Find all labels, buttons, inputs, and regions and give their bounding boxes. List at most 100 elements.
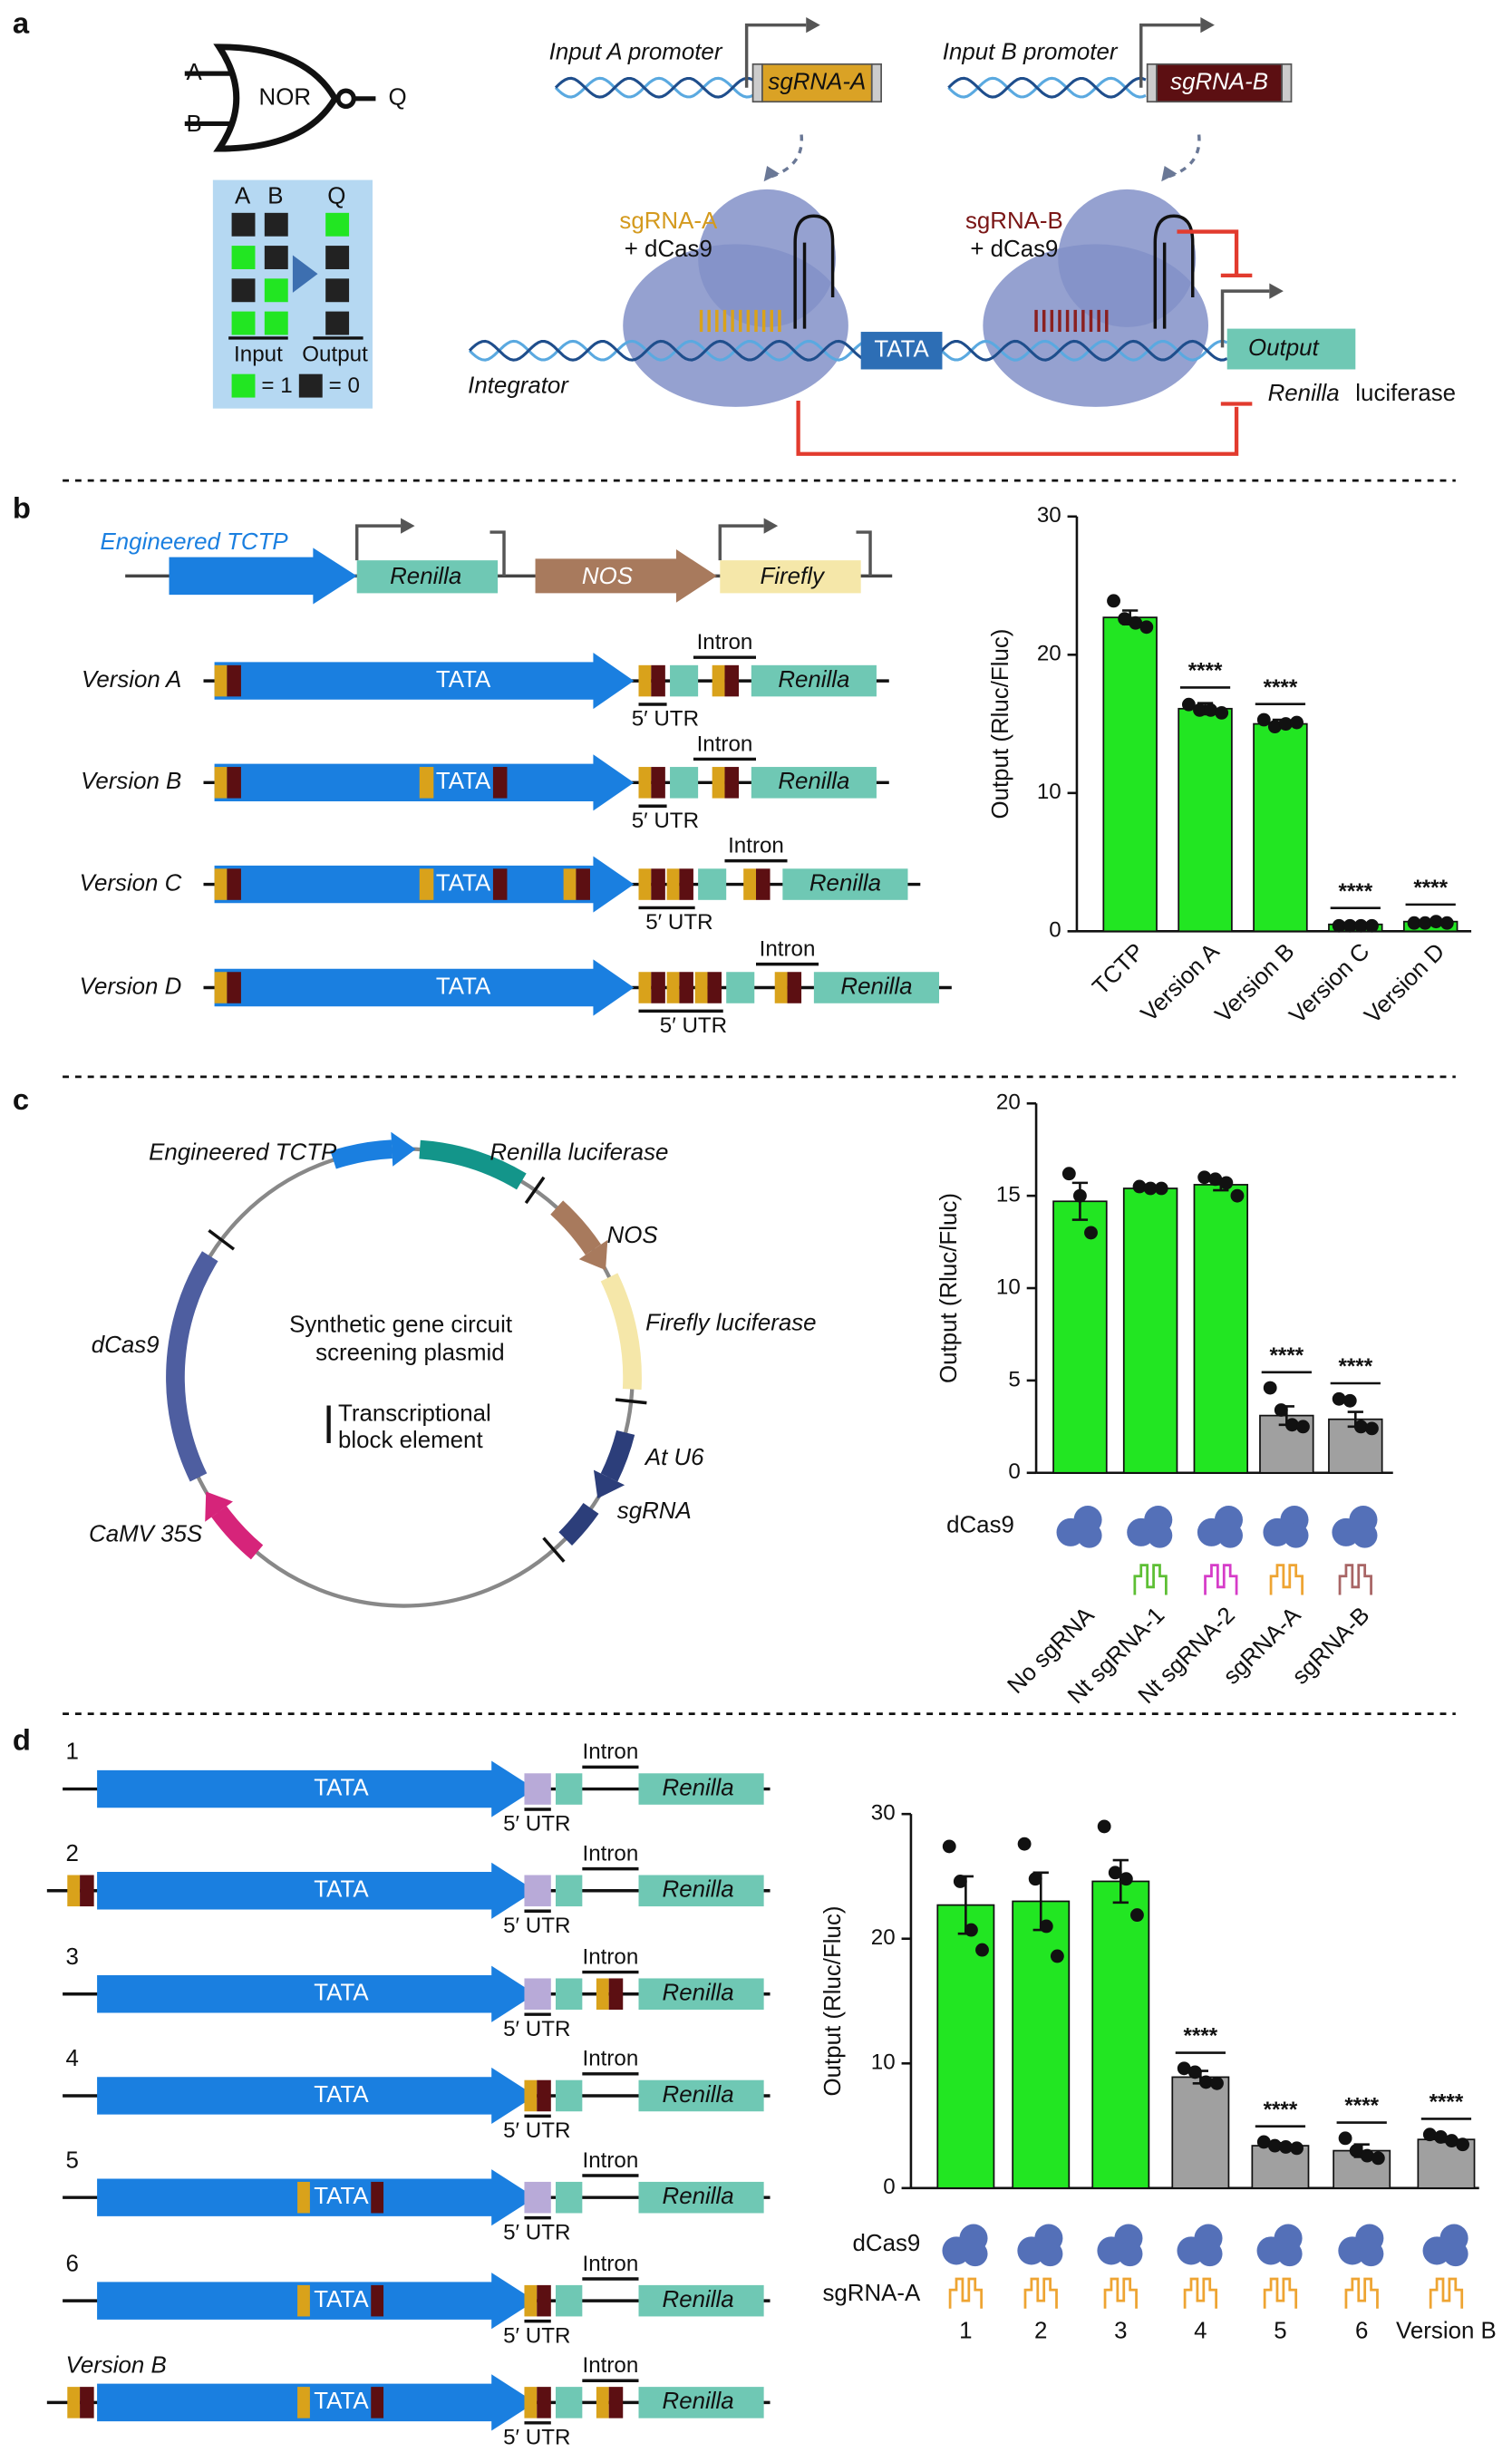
repression-line — [796, 401, 1239, 456]
significance-label: **** — [1264, 2098, 1298, 2122]
data-point — [1210, 2076, 1224, 2090]
intron-label: Intron — [697, 732, 753, 756]
tata-label: TATA — [314, 2287, 369, 2312]
dcas9-icon — [1076, 1523, 1102, 1548]
data-point — [1296, 1420, 1310, 1434]
utr-label: 5′ UTR — [503, 2017, 570, 2041]
plasmid-arrowhead — [578, 1239, 608, 1271]
data-point — [975, 1943, 989, 1957]
dcas9-blob — [698, 189, 837, 327]
block-element-a — [297, 2284, 310, 2317]
block-element-b — [227, 972, 241, 1003]
data-point — [1456, 2137, 1470, 2152]
block-element-a — [524, 2284, 538, 2317]
reporter-label: luciferase — [1355, 381, 1456, 406]
promoter-gene — [214, 653, 635, 710]
data-point — [1284, 1418, 1299, 1432]
data-point — [1129, 616, 1143, 630]
intron-label: Intron — [760, 936, 816, 961]
exon — [726, 972, 755, 1003]
tata-label: TATA — [436, 667, 491, 693]
output-label: Output — [1248, 335, 1320, 361]
data-point — [1342, 918, 1357, 933]
x-tick-label: Version A — [1137, 938, 1226, 1027]
truth-cell — [231, 246, 256, 269]
sgrna-icon — [1204, 1564, 1238, 1595]
x-tick-label: 1 — [959, 2319, 972, 2344]
firefly-gene — [720, 560, 861, 594]
cap — [1281, 63, 1293, 103]
data-point — [1332, 918, 1346, 933]
legend-swatch — [231, 373, 256, 398]
construct-label: Version C — [80, 870, 182, 896]
block-element-a — [666, 972, 680, 1003]
complex-label: + dCas9 — [625, 237, 712, 262]
block-element-b — [576, 868, 590, 900]
arrowhead — [763, 518, 779, 534]
block-element-b — [371, 2181, 384, 2214]
x-tick-label: TCTP — [1088, 939, 1149, 1001]
truth-arrow — [292, 255, 318, 293]
truth-cell — [231, 311, 256, 335]
data-point — [1332, 1391, 1346, 1406]
exon — [555, 2181, 583, 2214]
construct-label: 3 — [66, 1944, 79, 1970]
data-point — [1181, 697, 1196, 712]
integrator-label: Integrator — [468, 373, 569, 398]
construct-label: 4 — [66, 2046, 79, 2071]
data-point — [1342, 1393, 1357, 1408]
bar — [1102, 616, 1158, 933]
sgrna-icon — [1338, 1564, 1372, 1595]
data-point — [1422, 2128, 1437, 2142]
plasmid-segment — [600, 1273, 642, 1391]
block-element-a — [596, 2387, 609, 2418]
block-element-b — [651, 664, 665, 697]
y-axis-label: Output (Rluc/Fluc) — [936, 1193, 962, 1383]
data-point — [1353, 1420, 1368, 1434]
truth-cell — [325, 278, 350, 303]
gene-label: Renilla — [390, 564, 461, 589]
tata-label: TATA — [314, 2082, 369, 2108]
data-point — [1219, 1176, 1234, 1190]
y-axis-label: Output (Rluc/Fluc) — [820, 1906, 846, 2097]
block-element-b — [80, 2387, 94, 2418]
promoter-gene — [97, 2169, 536, 2226]
data-point — [1256, 712, 1271, 727]
significance-label: **** — [1344, 2094, 1379, 2118]
data-point — [1130, 1908, 1144, 1923]
construct-label: 1 — [66, 1740, 79, 1765]
plasmid-arrowhead — [205, 1491, 233, 1522]
exon — [698, 868, 727, 900]
block-element-a — [214, 868, 228, 900]
plasmid-arrowhead — [391, 1131, 416, 1167]
block-element-a — [596, 1978, 609, 2011]
y-tick-label: 20 — [1037, 642, 1061, 666]
x-tick-label: 3 — [1114, 2319, 1127, 2344]
plasmid-segment — [550, 1200, 602, 1255]
block-element-b — [492, 868, 508, 900]
block-element-b — [756, 868, 771, 900]
x-tick-label: 6 — [1355, 2319, 1368, 2344]
dcas9-icon — [1217, 1523, 1243, 1548]
dcas9-icon — [962, 2241, 988, 2267]
data-point — [1371, 2151, 1385, 2166]
block-element-b — [651, 972, 665, 1003]
bar — [1193, 1184, 1249, 1474]
terminator — [856, 530, 872, 577]
arrowhead — [401, 518, 415, 534]
y-tick-label: 10 — [996, 1275, 1021, 1299]
promoter-gene — [97, 1862, 536, 1919]
truth-cell — [264, 212, 288, 237]
segment-label: Renilla luciferase — [489, 1139, 668, 1165]
block-element-b — [371, 2284, 384, 2317]
segment-label: Engineered TCTP — [149, 1139, 337, 1165]
reporter-box — [751, 767, 877, 799]
block-element-a — [666, 868, 680, 900]
gate-output: Q — [389, 85, 407, 111]
reporter-box — [638, 1773, 764, 1805]
data-point — [1338, 2131, 1352, 2146]
data-point — [1263, 1381, 1277, 1395]
utr-box — [524, 1773, 551, 1805]
tctp-gene — [169, 548, 357, 605]
utr-label: 5′ UTR — [632, 809, 699, 833]
